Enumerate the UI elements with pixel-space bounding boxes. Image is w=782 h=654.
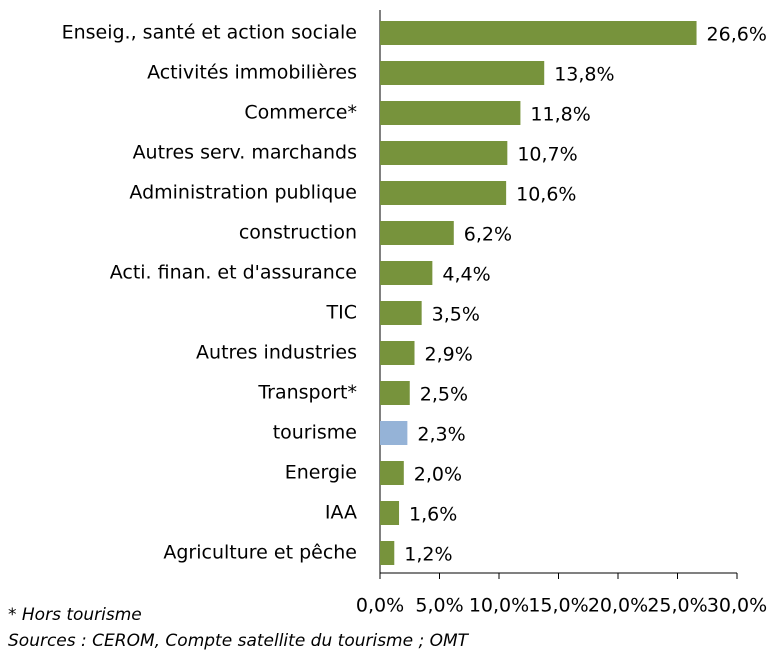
- y-tick-label: tourisme: [273, 422, 357, 444]
- value-label: 11,8%: [530, 104, 590, 126]
- value-label: 2,3%: [417, 424, 465, 446]
- value-label: 1,2%: [404, 544, 452, 566]
- value-label: 4,4%: [442, 264, 490, 286]
- bar: [380, 461, 404, 485]
- bar: [380, 181, 507, 205]
- value-label: 6,2%: [464, 224, 512, 246]
- bar: [380, 301, 422, 325]
- x-tick-label: 30,0%: [707, 595, 767, 617]
- y-tick-label: Transport*: [257, 382, 357, 404]
- bar: [380, 101, 521, 125]
- bar: [380, 221, 454, 245]
- bar: [380, 341, 415, 365]
- y-tick-label: Autres industries: [196, 342, 357, 364]
- y-tick-label: Administration publique: [129, 182, 357, 204]
- value-label: 2,0%: [414, 464, 462, 486]
- bar: [380, 21, 697, 45]
- x-tick-label: 25,0%: [647, 595, 707, 617]
- y-tick-label: Activités immobilières: [147, 62, 357, 84]
- note: Sources : CEROM, Compte satellite du tou…: [8, 631, 470, 651]
- y-tick-label: Enseig., santé et action sociale: [62, 22, 357, 44]
- x-tick-label: 10,0%: [469, 595, 529, 617]
- x-tick-label: 15,0%: [528, 595, 588, 617]
- value-label: 2,9%: [425, 344, 473, 366]
- value-label: 10,7%: [517, 144, 577, 166]
- y-tick-label: construction: [239, 222, 357, 244]
- bar: [380, 501, 400, 525]
- value-label: 3,5%: [432, 304, 480, 326]
- bar: [380, 61, 545, 85]
- y-tick-label: TIC: [326, 302, 357, 324]
- y-tick-label: Energie: [285, 462, 357, 484]
- y-tick-label: Commerce*: [244, 102, 357, 124]
- y-tick-label: Acti. finan. et d'assurance: [110, 262, 357, 284]
- value-label: 1,6%: [409, 504, 457, 526]
- bar: [380, 261, 433, 285]
- value-label: 13,8%: [554, 64, 614, 86]
- y-tick-label: IAA: [325, 502, 357, 524]
- y-tick-label: Agriculture et pêche: [163, 542, 357, 564]
- note: * Hors tourisme: [8, 605, 142, 625]
- bar: [380, 541, 395, 565]
- x-tick-label: 5,0%: [415, 595, 463, 617]
- value-label: 10,6%: [516, 184, 576, 206]
- bar: [380, 421, 408, 445]
- value-label: 26,6%: [707, 24, 767, 46]
- value-label: 2,5%: [420, 384, 468, 406]
- y-tick-label: Autres serv. marchands: [133, 142, 357, 164]
- bar: [380, 141, 508, 165]
- x-tick-label: 20,0%: [588, 595, 648, 617]
- bar: [380, 381, 410, 405]
- x-tick-label: 0,0%: [356, 595, 404, 617]
